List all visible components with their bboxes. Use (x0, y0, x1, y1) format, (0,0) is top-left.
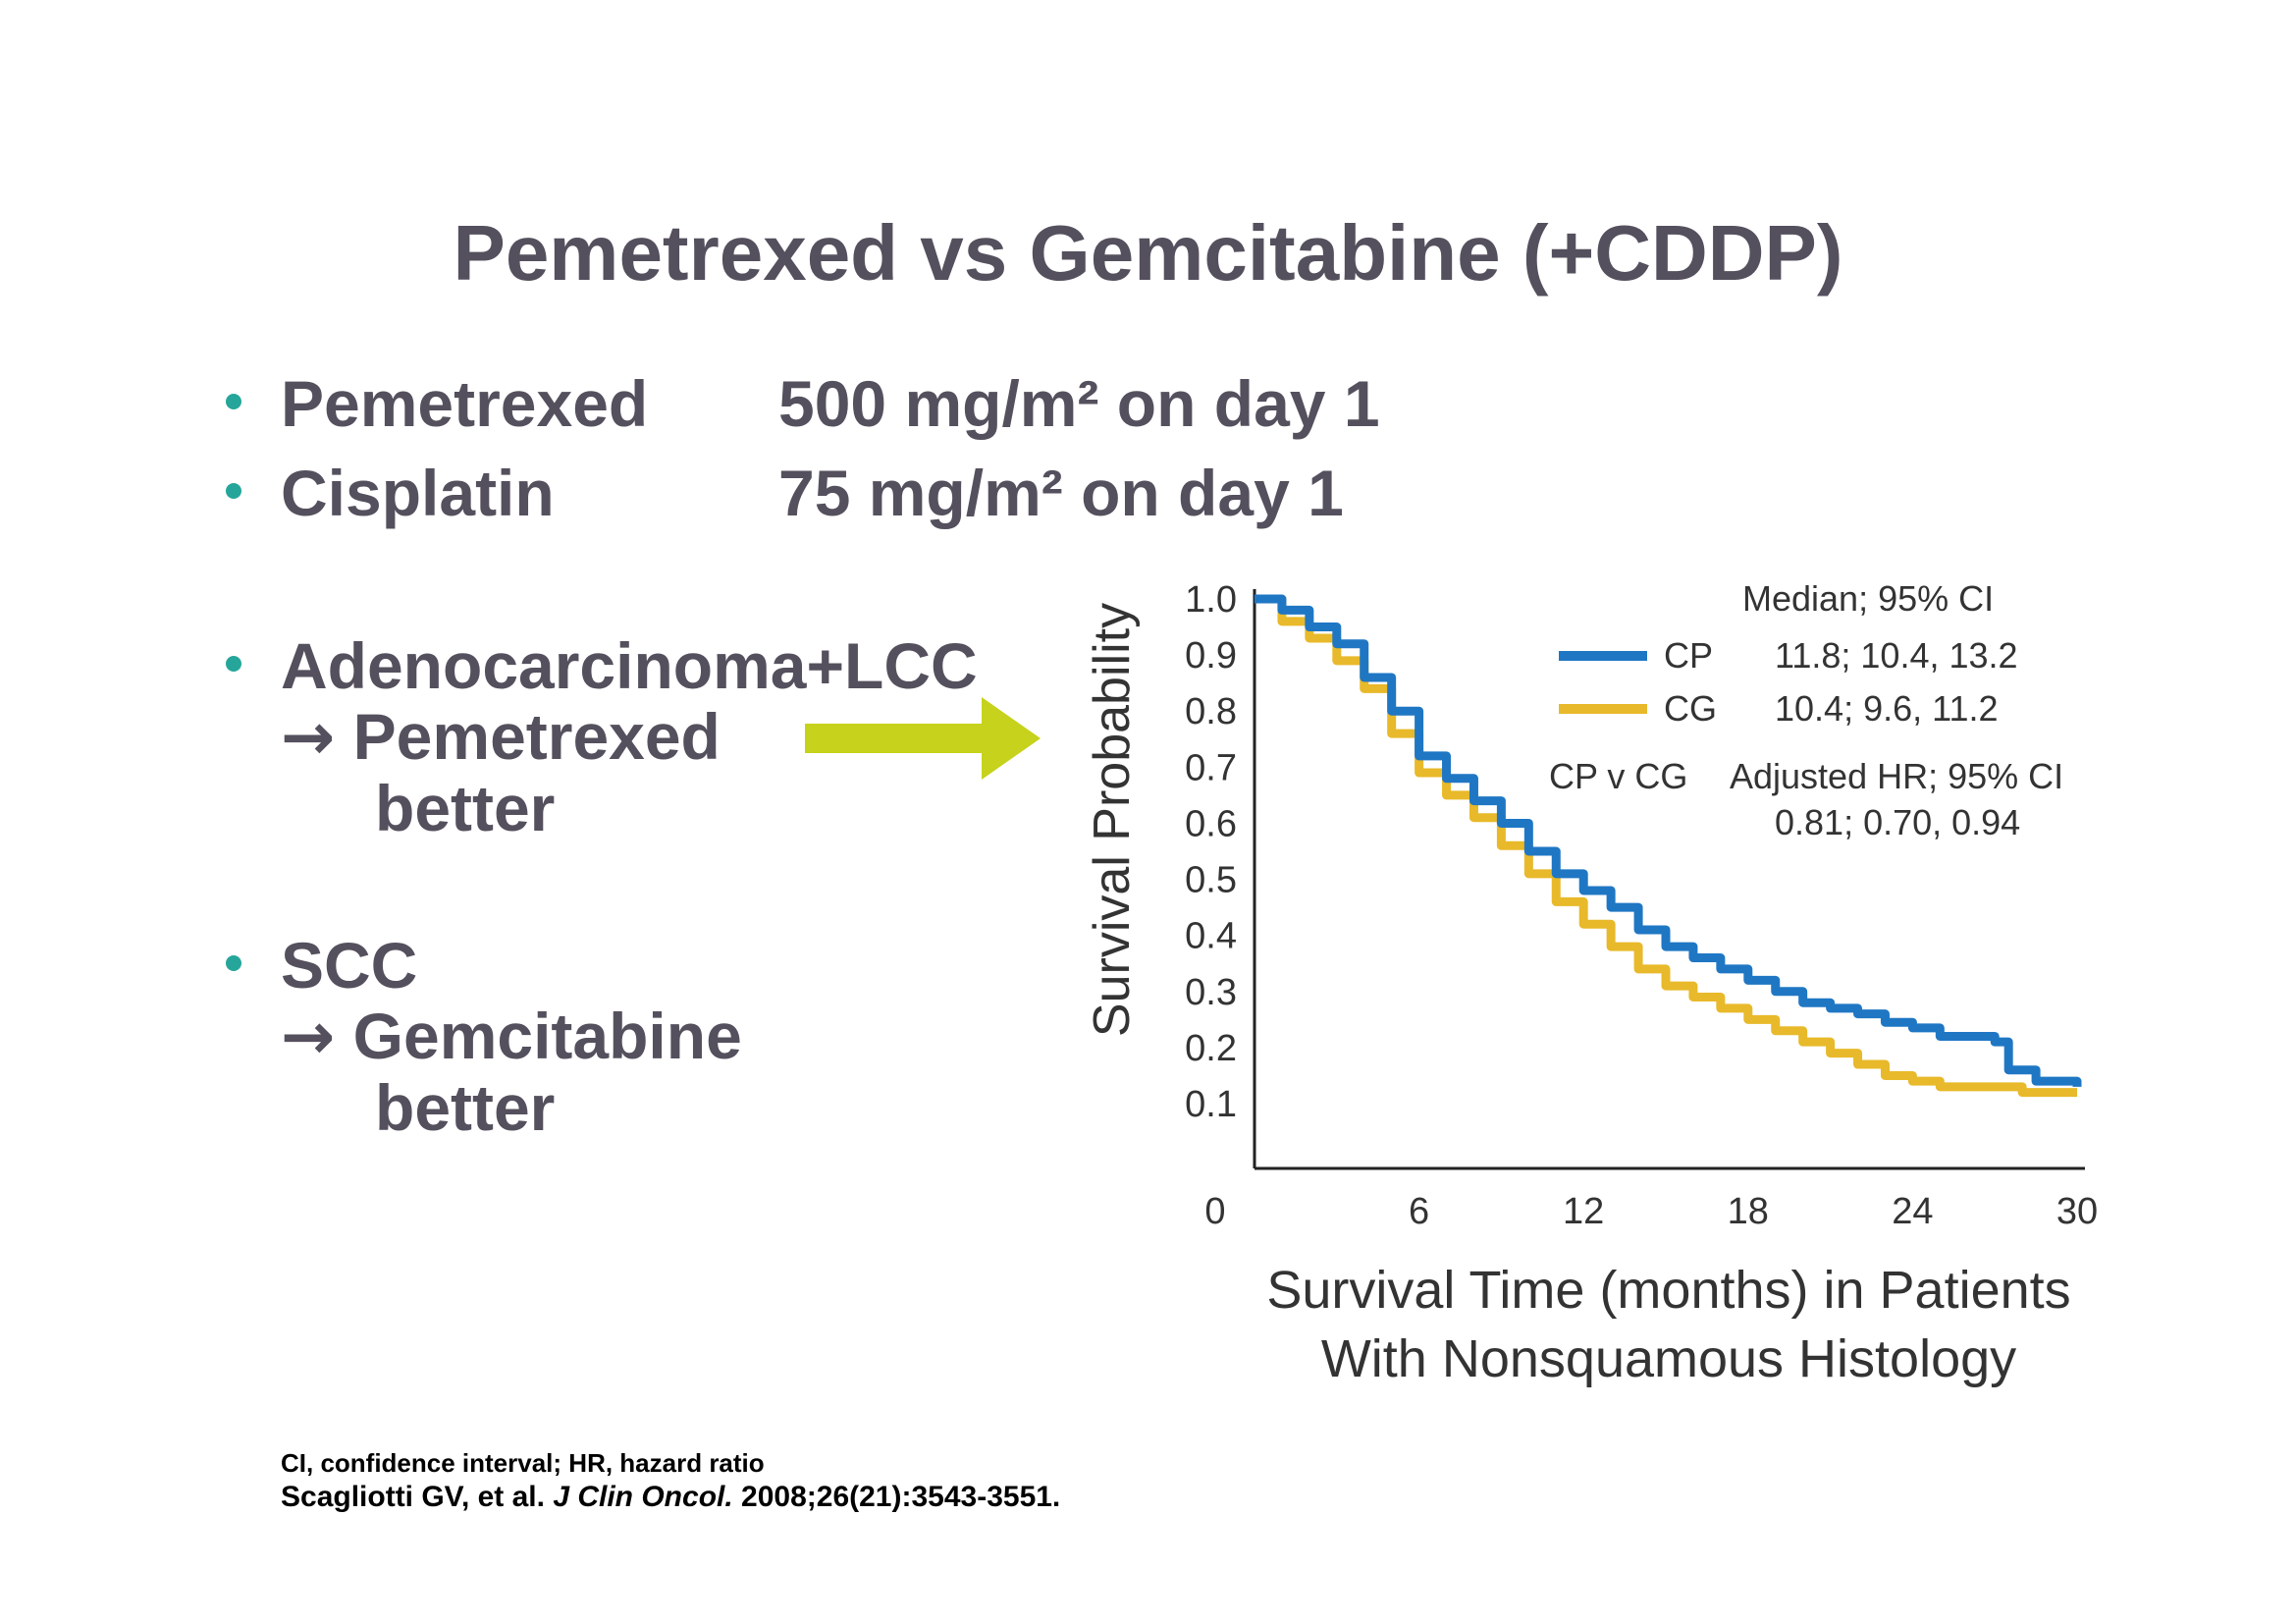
bullet-drug-pemetrexed: Pemetrexed (281, 367, 649, 440)
finding-line3-adeno: better (375, 772, 556, 844)
x-axis-label-line2: With Nonsquamous Histology (1321, 1329, 2016, 1388)
x-tick-label: 6 (1409, 1191, 1429, 1232)
x-tick-label: 30 (2056, 1191, 2098, 1232)
footnote: CI, confidence interval; HR, hazard rati… (281, 1448, 765, 1478)
right-arrow-icon: → (281, 699, 336, 775)
y-tick-label: 0.1 (1185, 1084, 1237, 1125)
finding-drug-scc: Gemcitabine (352, 1000, 742, 1072)
legend-hr-label: Adjusted HR; 95% CI (1730, 756, 2063, 796)
x-tick-label: 18 (1728, 1191, 1769, 1232)
legend-comparison: CP v CG (1549, 756, 1687, 796)
y-tick-label: 0.7 (1185, 747, 1237, 788)
finding-line3-scc: better (375, 1071, 556, 1144)
legend-name-cg: CG (1664, 688, 1717, 729)
chart-ticks: 1.0 0.9 0.8 0.7 0.6 0.5 0.4 0.3 0.2 0.1 0 6 12 18 24 30… (1084, 579, 2098, 1388)
legend-header: Median; 95% CI (1742, 578, 1994, 619)
legend-name-cp: CP (1664, 635, 1713, 676)
x-tick-label: 12 (1563, 1191, 1604, 1232)
bullet-dot (226, 483, 241, 499)
citation: Scagliotti GV, et al. J Clin Oncol. 2008… (281, 1481, 1060, 1514)
y-tick-label: 0.5 (1185, 860, 1237, 901)
x-tick-label: 24 (1892, 1191, 1933, 1232)
y-tick-label: 0.9 (1185, 635, 1237, 677)
finding-head-scc: SCC (281, 929, 418, 1001)
dose-pemetrexed: 500 mg/m² on day 1 (778, 367, 1380, 440)
finding-line2-scc: → Gemcitabine (281, 1003, 742, 1069)
finding-line2-adeno: → Pemetrexed (281, 704, 721, 770)
x-axis-label-line1: Survival Time (months) in Patients (1266, 1261, 2070, 1320)
bullet-dot (226, 656, 241, 672)
y-tick-label: 0.6 (1185, 803, 1237, 844)
y-tick-label: 0.8 (1185, 691, 1237, 732)
finding-head-adeno: Adenocarcinoma+LCC (281, 629, 978, 702)
chart-axes (1253, 589, 2085, 1170)
dose-cisplatin: 75 mg/m² on day 1 (778, 457, 1344, 529)
pointer-arrow-icon (805, 697, 1041, 780)
curve-cp (1255, 594, 2082, 1087)
citation-journal: J Clin Oncol. (553, 1481, 733, 1513)
bullet-dot (226, 955, 241, 971)
legend-stat-cg: 10.4; 9.6, 11.2 (1775, 688, 1999, 729)
slide-title: Pemetrexed vs Gemcitabine (+CDDP) (453, 209, 1843, 297)
y-tick-label: 0.4 (1185, 916, 1237, 957)
bullet-drug-cisplatin: Cisplatin (281, 457, 555, 529)
legend-hr-value: 0.81; 0.70, 0.94 (1775, 802, 2020, 842)
right-arrow-icon: → (281, 999, 336, 1074)
y-tick-label: 0.2 (1185, 1028, 1237, 1069)
bullet-dot (226, 394, 241, 409)
finding-drug-adeno: Pemetrexed (352, 700, 721, 773)
y-tick-label: 0.3 (1185, 972, 1237, 1013)
citation-authors: Scagliotti GV, et al. (281, 1481, 545, 1513)
y-tick-label: 1.0 (1185, 579, 1237, 621)
chart-curves (1255, 594, 2082, 1098)
legend-stat-cp: 11.8; 10.4, 13.2 (1775, 635, 2018, 676)
chart-legend: Median; 95% CI CP 11.8; 10.4, 13.2 CG 10.4; … (1549, 578, 2063, 842)
citation-ref: 2008;26(21):3543-3551. (741, 1481, 1061, 1513)
y-axis-label: Survival Probability (1084, 603, 1141, 1037)
x-tick-label: 0 (1204, 1191, 1225, 1232)
